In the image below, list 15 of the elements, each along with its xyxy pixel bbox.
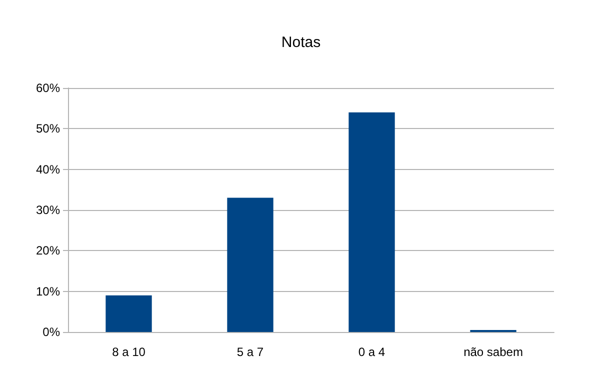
- bar: [106, 295, 152, 332]
- bar: [227, 198, 274, 332]
- x-tick-label: 5 a 7: [236, 345, 264, 359]
- x-tick-label: 8 a 10: [112, 345, 146, 359]
- x-tick-label: 0 a 4: [358, 345, 386, 359]
- bar: [348, 112, 395, 332]
- y-tick-label: 40%: [36, 162, 60, 176]
- chart-title: Notas: [281, 34, 321, 51]
- y-tick-label: 50%: [36, 122, 60, 136]
- y-tick-label: 30%: [36, 203, 60, 217]
- y-tick-label: 0%: [42, 325, 60, 339]
- x-tick-label: não sabem: [464, 345, 523, 359]
- y-tick-label: 10%: [36, 284, 60, 298]
- y-tick-label: 60%: [36, 81, 60, 95]
- y-tick-label: 20%: [36, 244, 60, 258]
